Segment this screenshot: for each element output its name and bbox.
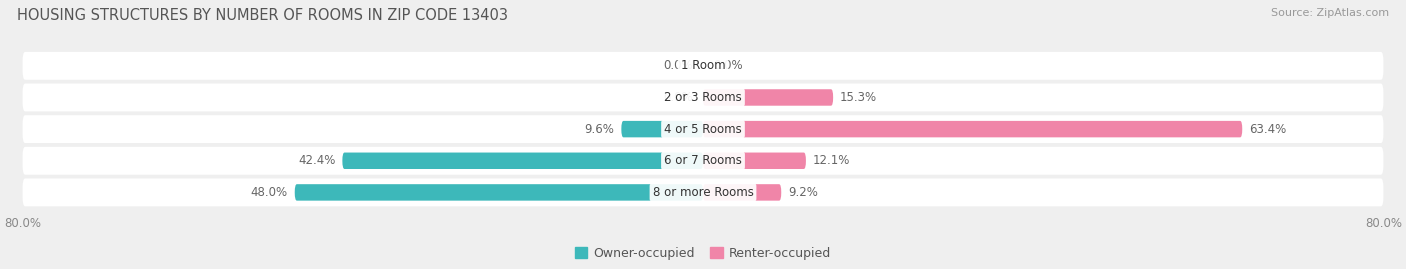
Legend: Owner-occupied, Renter-occupied: Owner-occupied, Renter-occupied (569, 242, 837, 265)
Text: 0.0%: 0.0% (713, 59, 742, 72)
Text: 2 or 3 Rooms: 2 or 3 Rooms (664, 91, 742, 104)
FancyBboxPatch shape (703, 89, 834, 106)
Text: HOUSING STRUCTURES BY NUMBER OF ROOMS IN ZIP CODE 13403: HOUSING STRUCTURES BY NUMBER OF ROOMS IN… (17, 8, 508, 23)
FancyBboxPatch shape (621, 121, 703, 137)
Text: 63.4%: 63.4% (1249, 123, 1286, 136)
FancyBboxPatch shape (703, 184, 782, 201)
Text: 0.0%: 0.0% (664, 91, 693, 104)
FancyBboxPatch shape (295, 184, 703, 201)
Text: 9.2%: 9.2% (787, 186, 818, 199)
Text: 48.0%: 48.0% (250, 186, 288, 199)
Text: 8 or more Rooms: 8 or more Rooms (652, 186, 754, 199)
Text: 12.1%: 12.1% (813, 154, 851, 167)
Text: 0.0%: 0.0% (664, 59, 693, 72)
FancyBboxPatch shape (22, 52, 1384, 80)
FancyBboxPatch shape (22, 115, 1384, 143)
FancyBboxPatch shape (343, 153, 703, 169)
FancyBboxPatch shape (703, 121, 1243, 137)
Text: 42.4%: 42.4% (298, 154, 336, 167)
Text: Source: ZipAtlas.com: Source: ZipAtlas.com (1271, 8, 1389, 18)
Text: 4 or 5 Rooms: 4 or 5 Rooms (664, 123, 742, 136)
Text: 9.6%: 9.6% (585, 123, 614, 136)
FancyBboxPatch shape (22, 147, 1384, 175)
FancyBboxPatch shape (22, 84, 1384, 111)
Text: 6 or 7 Rooms: 6 or 7 Rooms (664, 154, 742, 167)
FancyBboxPatch shape (703, 153, 806, 169)
Text: 15.3%: 15.3% (839, 91, 877, 104)
Text: 1 Room: 1 Room (681, 59, 725, 72)
FancyBboxPatch shape (22, 179, 1384, 206)
